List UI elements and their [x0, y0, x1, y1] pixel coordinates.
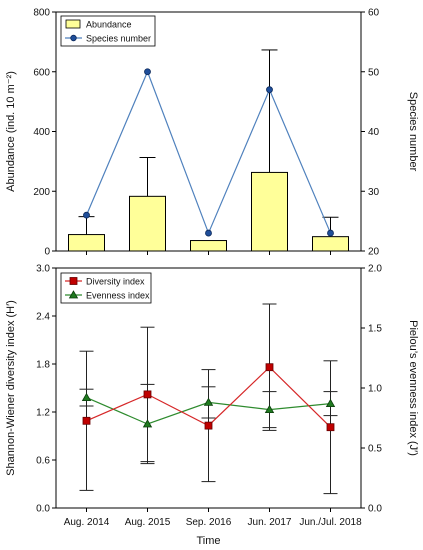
evenness-index-point	[81, 392, 92, 402]
species-number-point	[83, 211, 90, 219]
species-number-line	[85, 70, 332, 235]
bottom-left-tick-label: 0.6	[36, 456, 50, 467]
abundance-bar	[251, 171, 288, 252]
top-left-tick-label: 200	[33, 187, 50, 198]
top-right-axis-title: Species number	[407, 92, 419, 172]
top-left-tick-label: 0	[44, 247, 50, 258]
bottom-right-axis-title: Pielou’s evenness index (J′)	[407, 320, 419, 456]
bottom-left-tick-label: 3.0	[36, 264, 50, 275]
diversity-index-point	[265, 363, 274, 372]
bottom-right-tick-label: 2.0	[368, 264, 382, 275]
bottom-legend: Diversity index Evenness index	[60, 272, 152, 304]
species-number-point	[205, 229, 212, 237]
top-right-tick-label: 20	[368, 247, 380, 258]
abundance-bar	[190, 240, 227, 252]
legend-label-species: Species number	[86, 34, 151, 44]
top-left-tick-label: 800	[33, 8, 50, 19]
bottom-left-tick-label: 0.0	[36, 504, 50, 515]
legend-label-abundance: Abundance	[86, 20, 132, 30]
abundance-bar	[68, 234, 105, 252]
top-right-tick-label: 40	[368, 127, 380, 138]
diversity-index-point	[143, 390, 152, 399]
evenness-index-point	[325, 398, 336, 408]
top-left-tick-label: 600	[33, 67, 50, 78]
x-category-label: Jun./Jul. 2018	[299, 517, 362, 528]
top-right-tick-label: 30	[368, 187, 380, 198]
bottom-right-tick-label: 0.0	[368, 504, 382, 515]
bottom-left-axis-title: Shannon-Wiener diversity index (H′)	[5, 300, 17, 476]
legend-marker-species	[70, 34, 77, 42]
top-panel-abundance-species: 0 200 400 600 800 20 30 40 50 60 Abundance (ind. 1…	[5, 8, 419, 258]
top-left-axis-title: Abundance (ind. 10 m⁻²)	[5, 71, 17, 192]
species-number-point	[266, 86, 273, 94]
evenness-index-point	[142, 419, 153, 428]
species-number-point	[144, 68, 151, 76]
top-legend: Abundance Species number	[60, 15, 156, 47]
bottom-right-tick-label: 1.5	[368, 324, 382, 335]
x-category-label: Aug. 2015	[125, 517, 171, 528]
evenness-index-point	[264, 404, 275, 414]
x-axis-title: Time	[196, 535, 220, 547]
diversity-index-point	[204, 421, 213, 430]
x-category-label: Sep. 2016	[186, 517, 232, 528]
bottom-right-tick-label: 0.5	[368, 444, 382, 455]
bottom-left-tick-label: 2.4	[36, 312, 50, 323]
bottom-left-tick-label: 1.8	[36, 360, 50, 371]
legend-label-evenness: Evenness index	[86, 291, 150, 301]
x-category-label: Aug. 2014	[64, 517, 110, 528]
abundance-bar	[129, 195, 166, 252]
species-number-point	[327, 229, 334, 237]
bottom-right-tick-label: 1.0	[368, 384, 382, 395]
diversity-index-point	[82, 416, 91, 425]
top-right-tick-label: 50	[368, 67, 380, 78]
legend-swatch-abundance	[65, 19, 81, 29]
legend-label-diversity: Diversity index	[86, 277, 145, 287]
top-right-tick-label: 60	[368, 8, 380, 19]
abundance-bar	[312, 236, 349, 252]
top-left-tick-label: 400	[33, 127, 50, 138]
x-category-label: Jun. 2017	[248, 517, 292, 528]
legend-marker-diversity	[69, 277, 78, 285]
evenness-index-point	[203, 397, 214, 406]
bottom-left-tick-label: 1.2	[36, 408, 50, 419]
legend-marker-evenness	[68, 290, 79, 299]
top-plot-frame	[55, 11, 362, 252]
diversity-index-point	[326, 423, 335, 432]
bottom-panel-diversity-evenness: 0.0 0.6 1.2 1.8 2.4 3.0 0.0 0.5 1.0 1.5 2.0 Aug. 20…	[5, 264, 419, 548]
